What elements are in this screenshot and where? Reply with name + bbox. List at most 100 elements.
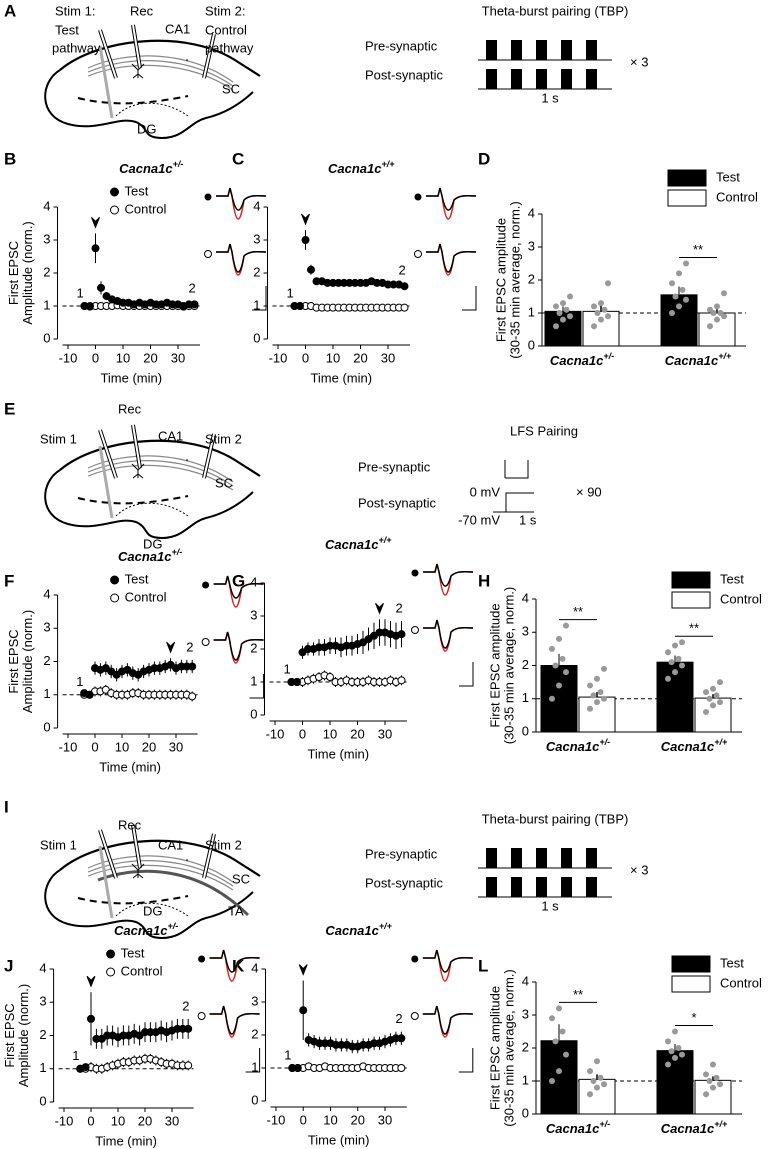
legend-label: Test — [720, 571, 744, 586]
panel-label: L — [478, 956, 488, 975]
individual-point — [679, 286, 686, 293]
x-tick-label: 30 — [169, 739, 183, 754]
burst — [561, 69, 572, 89]
individual-point — [594, 675, 600, 682]
x-tick-label-sup: +/- — [599, 1119, 610, 1129]
x-tick-label: 10 — [326, 350, 340, 365]
sketch-line — [99, 29, 117, 79]
x-tick-label-gene: Cacna1c — [546, 1121, 600, 1136]
legend-label: Control — [720, 975, 762, 990]
individual-point — [713, 692, 720, 699]
individual-point — [683, 296, 689, 303]
significance-label: ** — [689, 621, 699, 636]
y-tick-label: 4 — [253, 198, 260, 213]
panel-label: A — [4, 1, 16, 20]
individual-point — [679, 662, 685, 669]
sketch-line — [77, 95, 189, 105]
x-tick-label: 0 — [92, 350, 99, 365]
burst — [536, 877, 547, 897]
legend-swatch — [671, 571, 711, 589]
legend-swatch — [671, 591, 711, 609]
individual-point — [672, 642, 678, 649]
legend-marker — [110, 593, 120, 603]
diagram-label: CA1 — [158, 837, 183, 852]
y-axis-label: First EPSC amplitude — [487, 603, 502, 727]
hippocampus-sketch — [44, 824, 261, 940]
individual-point — [597, 1074, 604, 1081]
x-tick-label: 10 — [111, 1113, 125, 1128]
stim-arrow — [91, 217, 100, 229]
x-tick-label: 30 — [171, 350, 185, 365]
diagram-label: Rec — [130, 3, 154, 18]
individual-point — [717, 1081, 723, 1088]
y-axis-label: (30-35 min average, norm.) — [507, 201, 522, 359]
individual-point — [567, 313, 573, 320]
diagram-label: Rec — [118, 817, 142, 832]
hippocampus-sketch — [44, 424, 261, 540]
burst — [511, 848, 522, 868]
diagram-label: Stim 1 — [40, 837, 77, 852]
legend-label: Control — [720, 591, 762, 606]
trace — [213, 631, 264, 661]
x-tick-label: 20 — [350, 1112, 364, 1127]
level-label: 0 mV — [470, 484, 501, 499]
individual-point — [707, 323, 713, 330]
diagram-label: Stim 2 — [205, 431, 242, 446]
data-point — [326, 673, 334, 682]
chart-title-sup: +/- — [167, 921, 178, 931]
significance-label: ** — [573, 604, 583, 619]
y-tick-label: 1 — [250, 673, 257, 688]
individual-point — [563, 306, 570, 313]
diagram-label: TA — [228, 903, 244, 918]
legend-marker — [110, 575, 120, 585]
scale-bar — [458, 1048, 474, 1073]
diagram-label: Rec — [118, 401, 142, 416]
diagram-label: CA1 — [165, 21, 190, 36]
sample-traces — [201, 575, 265, 699]
y-tick-label: 4 — [250, 574, 257, 589]
sketch-line — [203, 433, 215, 479]
annotation: 2 — [186, 639, 193, 654]
individual-point — [683, 260, 689, 267]
trace — [426, 243, 477, 273]
annotation: 2 — [399, 262, 406, 277]
x-tick-label-sup: +/+ — [714, 1119, 728, 1129]
data-point — [293, 1064, 302, 1072]
legend-label: Control — [125, 201, 167, 216]
significance-label: * — [691, 1010, 696, 1025]
individual-point — [590, 692, 597, 699]
legend-label: Test — [125, 183, 149, 198]
individual-point — [713, 1074, 720, 1081]
diagram-label: pathway — [52, 40, 101, 55]
individual-point — [563, 669, 569, 676]
individual-point — [594, 310, 601, 316]
trace — [422, 1005, 473, 1035]
individual-point — [591, 323, 597, 330]
x-tick-label: 20 — [142, 739, 156, 754]
stim-arrow — [375, 602, 384, 615]
individual-point — [556, 682, 562, 689]
repeat-label: × 3 — [630, 54, 648, 69]
time-label: 1 s — [541, 898, 559, 913]
x-tick-label: Cacna1c+/+ — [661, 737, 728, 754]
trace — [423, 563, 474, 596]
time-label: 1 s — [541, 90, 559, 105]
trace-marker — [204, 193, 212, 201]
individual-point — [552, 1038, 559, 1045]
stim-arrow — [298, 964, 308, 976]
chart-title-gene: Cacna1c — [119, 161, 173, 176]
sketch-line — [44, 69, 254, 140]
sketch-line — [115, 102, 189, 117]
y-tick-label: 1 — [253, 297, 260, 312]
y-tick-label: 1 — [43, 686, 50, 701]
individual-point — [706, 1078, 713, 1084]
sketch-line — [115, 502, 189, 517]
y-tick-label: 1 — [528, 304, 535, 319]
panel-label: B — [4, 149, 16, 168]
individual-point — [675, 655, 682, 662]
scale-bar — [252, 286, 267, 311]
panel-label: J — [4, 956, 13, 975]
individual-point — [601, 1081, 607, 1088]
burst — [536, 69, 547, 89]
